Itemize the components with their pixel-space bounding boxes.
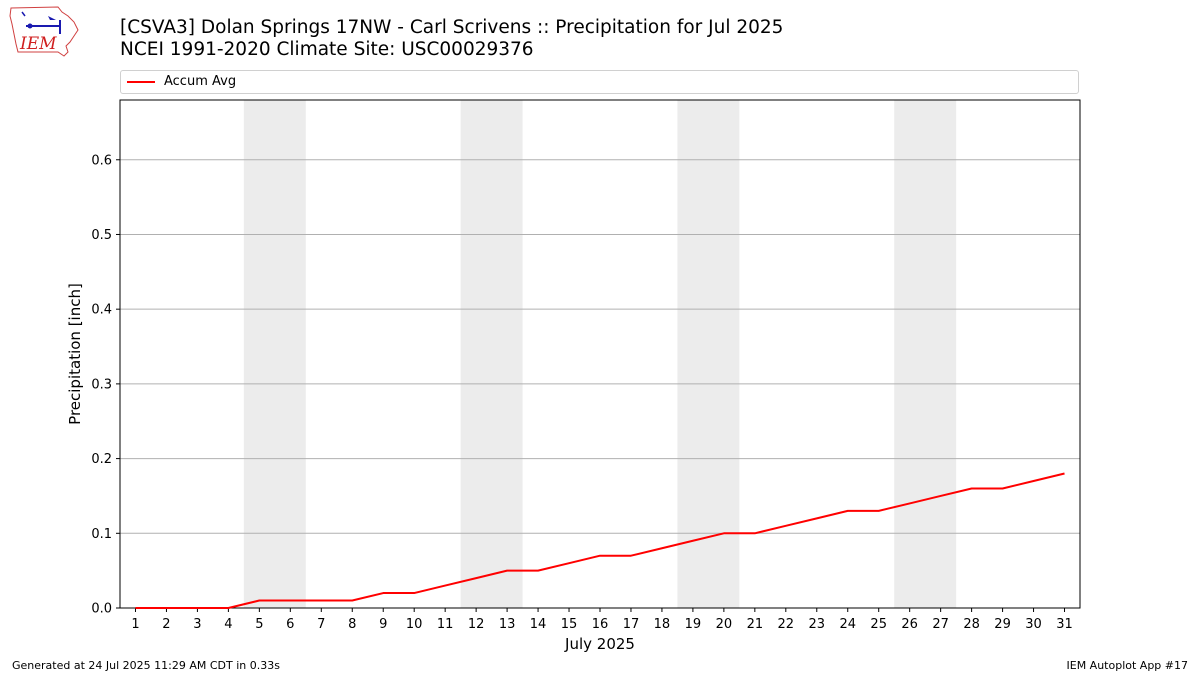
x-tick-label: 14 (530, 617, 547, 632)
y-tick-label: 0.1 (91, 527, 112, 542)
x-tick-label: 19 (685, 617, 702, 632)
y-tick-label: 0.4 (91, 303, 112, 318)
y-tick-label: 0.6 (91, 153, 112, 168)
legend-swatch-accum-avg (127, 81, 155, 83)
x-tick-label: 20 (716, 617, 733, 632)
chart-title: [CSVA3] Dolan Springs 17NW - Carl Scrive… (120, 17, 784, 38)
y-tick-label: 0.0 (91, 602, 112, 617)
x-tick-label: 30 (1025, 617, 1042, 632)
x-tick-label: 16 (592, 617, 609, 632)
x-tick-label: 21 (747, 617, 764, 632)
x-tick-label: 11 (437, 617, 454, 632)
legend-label-accum-avg: Accum Avg (164, 74, 237, 89)
x-tick-label: 13 (499, 617, 516, 632)
weekend-shade-2 (460, 100, 523, 608)
y-tick-label: 0.5 (91, 228, 112, 243)
y-axis-label: Precipitation [inch] (66, 283, 84, 425)
iem-logo: IEM (9, 6, 79, 57)
x-tick-label: 8 (348, 617, 356, 632)
svg-text:IEM: IEM (19, 34, 57, 54)
weekend-shade-1 (243, 100, 306, 608)
x-tick-label: 29 (994, 617, 1011, 632)
x-tick-label: 9 (379, 617, 387, 632)
x-tick-label: 12 (468, 617, 485, 632)
x-tick-label: 24 (839, 617, 856, 632)
x-tick-label: 1 (131, 617, 139, 632)
x-tick-label: 25 (870, 617, 887, 632)
footer-generated: Generated at 24 Jul 2025 11:29 AM CDT in… (12, 659, 280, 672)
x-axis-label: July 2025 (564, 635, 635, 653)
y-tick-label: 0.3 (91, 377, 112, 392)
weekend-shade-3 (677, 100, 740, 608)
x-tick-label: 2 (162, 617, 170, 632)
chart-legend: Accum Avg (120, 70, 1079, 94)
x-tick-label: 28 (963, 617, 980, 632)
x-tick-label: 27 (932, 617, 949, 632)
x-tick-label: 15 (561, 617, 578, 632)
x-tick-label: 23 (809, 617, 826, 632)
x-tick-label: 10 (406, 617, 423, 632)
x-tick-label: 26 (901, 617, 918, 632)
x-tick-label: 18 (654, 617, 671, 632)
y-tick-label: 0.2 (91, 452, 112, 467)
x-tick-label: 5 (255, 617, 263, 632)
x-tick-label: 6 (286, 617, 294, 632)
x-tick-label: 4 (224, 617, 232, 632)
chart-subtitle: NCEI 1991-2020 Climate Site: USC00029376 (120, 39, 534, 60)
x-tick-label: 31 (1056, 617, 1073, 632)
x-tick-label: 3 (193, 617, 201, 632)
x-tick-label: 17 (623, 617, 640, 632)
x-tick-label: 7 (317, 617, 325, 632)
x-tick-label: 22 (778, 617, 795, 632)
footer-app: IEM Autoplot App #17 (1066, 659, 1189, 672)
weekend-shade-4 (894, 100, 957, 608)
